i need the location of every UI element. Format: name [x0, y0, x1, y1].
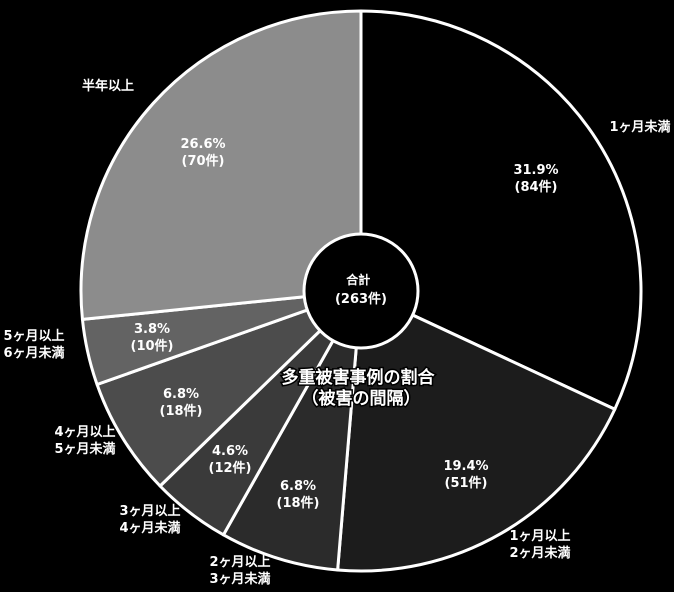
- slice-value-label: 31.9% (84件): [513, 163, 558, 195]
- pie-slice-3: [221, 289, 363, 572]
- slice-category-label: 2ヶ月以上 3ヶ月未満: [209, 555, 270, 587]
- pie-slice-7: [79, 9, 363, 321]
- slice-value-label: 6.8% (18件): [160, 387, 203, 419]
- slice-category-label: 半年以上: [82, 78, 134, 94]
- slice-category-label: 5ヶ月以上 6ヶ月未満: [3, 329, 64, 361]
- slice-value-label: 4.6% (12件): [209, 444, 252, 476]
- pie-slice-2: [336, 289, 617, 573]
- slice-category-label: 1ヶ月未満: [609, 119, 670, 135]
- center-label: 合計 (263件): [335, 269, 387, 307]
- center-hole: [302, 232, 420, 350]
- pie-slice-5: [95, 289, 363, 488]
- pie-slices: [79, 9, 643, 573]
- slice-category-label: 4ヶ月以上 5ヶ月未満: [54, 425, 115, 457]
- slice-value-label: 26.6% (70件): [180, 137, 225, 169]
- slice-category-label: 3ヶ月以上 4ヶ月未満: [119, 504, 180, 536]
- pie-slice-1: [359, 9, 643, 411]
- slice-value-label: 6.8% (18件): [277, 479, 320, 511]
- chart-title: 多重被害事例の割合 （被害の間隔）: [282, 367, 441, 409]
- slice-value-label: 3.8% (10件): [131, 322, 174, 354]
- pie-labels: 31.9% (84件) 1ヶ月未満 19.4% (51件) 1ヶ月以上 2ヶ月未満 6.8%(…: [3, 78, 670, 587]
- slice-category-label: 1ヶ月以上 2ヶ月未満: [509, 529, 570, 561]
- slice-value-label: 19.4% (51件): [443, 459, 488, 491]
